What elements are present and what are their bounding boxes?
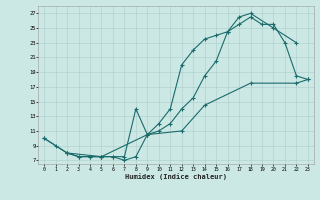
X-axis label: Humidex (Indice chaleur): Humidex (Indice chaleur) [125, 173, 227, 180]
